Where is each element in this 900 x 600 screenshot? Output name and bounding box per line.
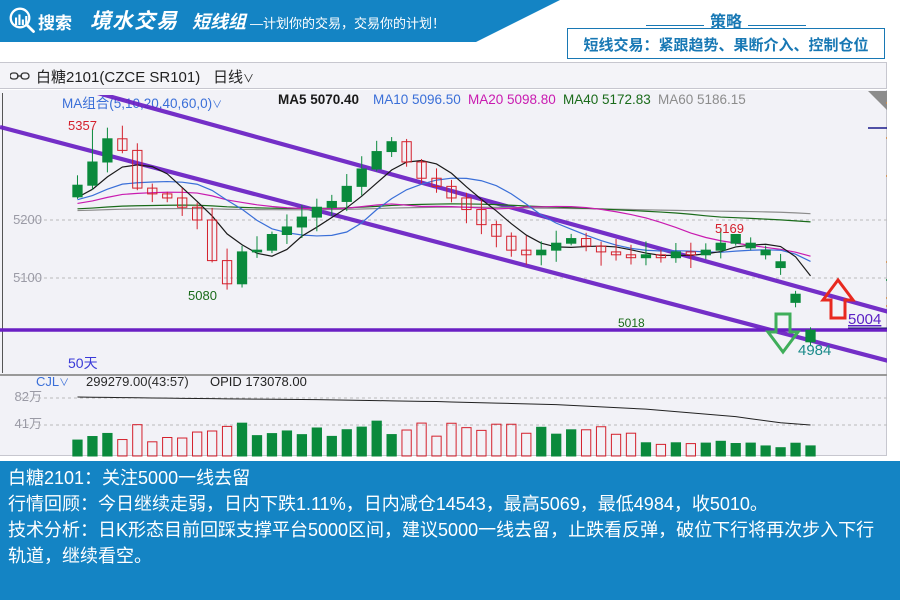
svg-text:82万: 82万 <box>15 389 42 404</box>
svg-text:41万: 41万 <box>15 416 42 431</box>
